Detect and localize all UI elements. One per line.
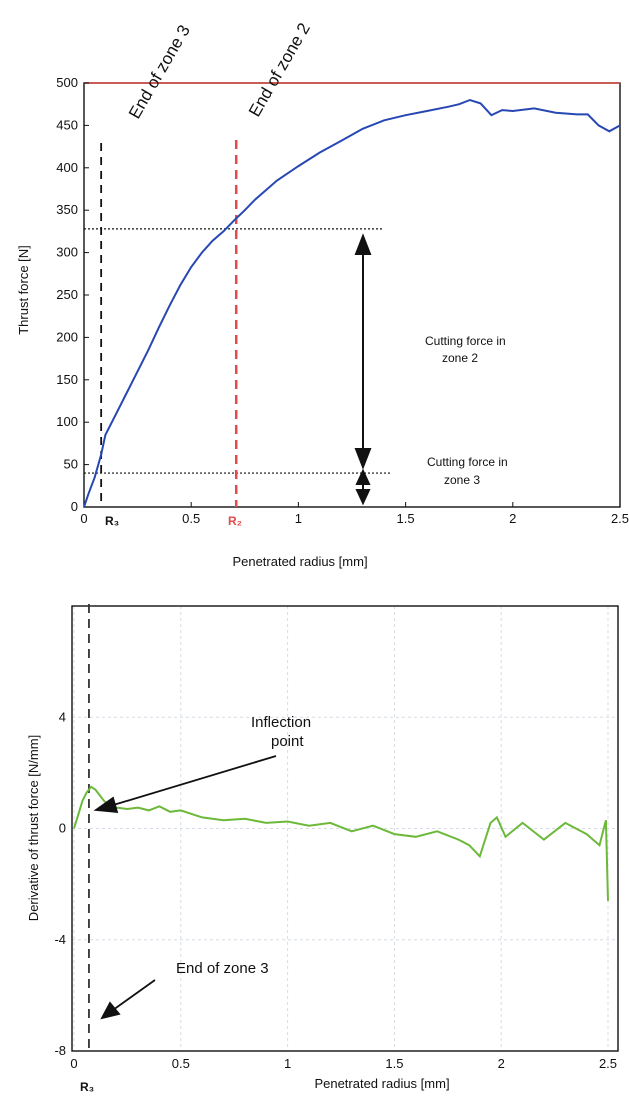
chart2-y-axis-label: Derivative of thrust force [N/mm] <box>26 735 41 921</box>
end-of-zone-3-arrow <box>100 979 156 1020</box>
annotation-cutting-force-zone2-line1: Cutting force in <box>425 334 506 348</box>
chart1-x-tick-label: 1.5 <box>397 511 415 526</box>
chart1-y-tick-label: 50 <box>64 457 78 472</box>
chart2-y-tick-label: -8 <box>54 1043 66 1058</box>
inflection-point-arrow <box>93 755 277 814</box>
chart1-y-tick-label: 350 <box>56 202 78 217</box>
chart2-x-axis-label: Penetrated radius [mm] <box>314 1076 449 1091</box>
chart1-y-tick-label: 400 <box>56 160 78 175</box>
chart2-y-tick-label: 4 <box>59 709 66 724</box>
annotation-cutting-force-zone3-line2: zone 3 <box>444 473 480 487</box>
chart2-y-tick-label: 0 <box>59 821 66 836</box>
chart1-y-axis-label: Thrust force [N] <box>16 245 31 335</box>
zone2-double-arrow <box>354 233 372 470</box>
chart2-x-ticks: 0 0.5 1 1.5 2 2.5 <box>70 1056 617 1071</box>
chart-thrust-derivative: -8 -4 0 4 0 0.5 1 1.5 2 2.5 Inflection point End… <box>26 604 619 1094</box>
chart2-x-tick-label: 0.5 <box>172 1056 190 1071</box>
chart2-y-tick-label: -4 <box>54 932 66 947</box>
annotation-inflection-line2: point <box>271 733 304 750</box>
annotation-inflection-line1: Inflection <box>251 714 311 731</box>
chart1-x-tick-label: 2 <box>509 511 516 526</box>
annotation-cutting-force-zone3-line1: Cutting force in <box>427 455 508 469</box>
chart1-y-tick-label: 450 <box>56 117 78 132</box>
chart2-plot-frame <box>71 605 619 1052</box>
annotation-end-of-zone-2: End of zone 2 <box>245 20 314 120</box>
chart2-x-tick-label: 2.5 <box>599 1056 617 1071</box>
chart1-x-tick-label: 0.5 <box>182 511 200 526</box>
chart1-x-tick-label: 2.5 <box>611 511 629 526</box>
chart1-x-tick-label: 0 <box>80 511 87 526</box>
annotation-end-of-zone-3: End of zone 3 <box>125 22 194 122</box>
chart1-zone-lines <box>100 140 238 507</box>
chart2-y-ticks: -8 -4 0 4 <box>54 709 66 1058</box>
chart2-x-tick-label: 2 <box>498 1056 505 1071</box>
chart1-x-tick-label: 1 <box>295 511 302 526</box>
chart2-series-line <box>73 785 609 901</box>
chart2-x-tick-label: 0 <box>70 1056 77 1071</box>
chart1-y-tick-label: 200 <box>56 329 78 344</box>
zone3-double-arrow <box>355 468 371 506</box>
chart2-x-tick-label: 1 <box>284 1056 291 1071</box>
chart1-y-ticks: 0 50 100 150 200 250 300 350 400 450 500 <box>56 75 89 514</box>
chart1-plot-frame <box>83 82 621 508</box>
chart1-x-ticks: 0 0.5 1 1.5 2 2.5 <box>80 502 629 526</box>
annotation-cutting-force-zone2-line2: zone 2 <box>442 351 478 365</box>
chart2-x-tick-label: 1.5 <box>385 1056 403 1071</box>
chart1-y-tick-label: 250 <box>56 287 78 302</box>
r3-label: R₃ <box>105 514 119 528</box>
chart1-series-line <box>83 98 621 508</box>
chart1-x-axis-label: Penetrated radius [mm] <box>232 554 367 569</box>
r2-label: R₂ <box>228 514 242 528</box>
chart-thrust-force: 0 50 100 150 200 250 300 350 400 450 500 0 0.5 1 1.5 2… <box>16 20 629 569</box>
r3-label-bottom: R₃ <box>80 1080 94 1094</box>
chart1-y-tick-label: 150 <box>56 372 78 387</box>
chart1-y-tick-label: 100 <box>56 414 78 429</box>
chart1-y-tick-label: 300 <box>56 245 78 260</box>
chart1-y-tick-label: 500 <box>56 75 78 90</box>
annotation-end-of-zone-3-bottom: End of zone 3 <box>176 960 269 977</box>
chart1-y-tick-label: 0 <box>71 499 78 514</box>
